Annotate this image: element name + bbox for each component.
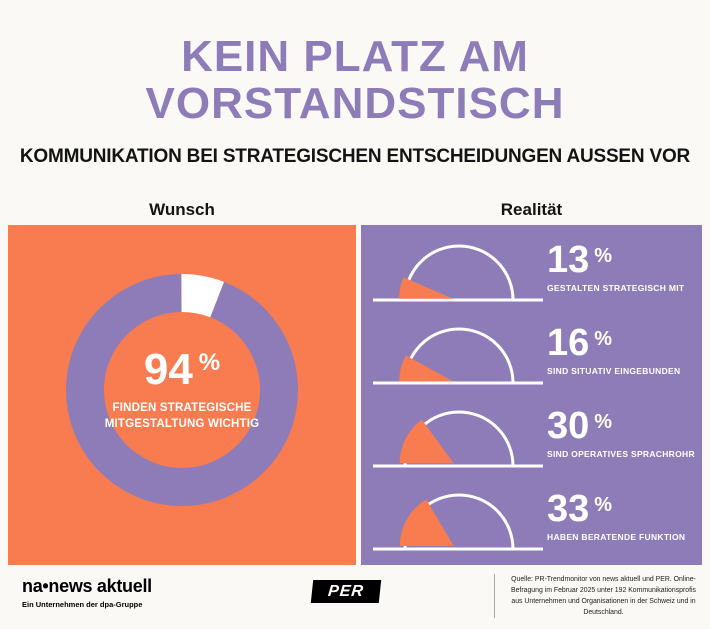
gauge-list: 13% GESTALTEN STRATEGISCH MIT 16% SIND SITU… (361, 225, 702, 565)
title-line-2: VORSTANDSTISCH (145, 78, 565, 128)
gauge-value: 30% (547, 405, 613, 447)
news-aktuell-tagline: Ein Unternehmen der dpa-Gruppe (22, 600, 143, 609)
news-aktuell-logo: na•news aktuell (22, 576, 152, 596)
title-line-1: KEIN PLATZ AM (181, 32, 529, 81)
gauge-row: 13% GESTALTEN STRATEGISCH MIT (361, 231, 702, 314)
gauge-value: 13% (547, 239, 613, 281)
gauge-chart (373, 410, 543, 468)
gauge-row: 33% HABEN BERATENDE FUNKTION (361, 480, 702, 563)
section-label-realitaet: Realität (500, 200, 563, 219)
gauge-text: 33% HABEN BERATENDE FUNKTION (547, 490, 697, 542)
per-logo: PER (310, 580, 382, 603)
gauge-value: 16% (547, 322, 613, 364)
donut-label: FINDEN STRATEGISCHE MITGESTALTUNG WICHTI… (104, 401, 260, 430)
gauge-text: 30% SIND OPERATIVES SPRACHROHR (547, 407, 697, 459)
gauge-row: 30% SIND OPERATIVES SPRACHROHR (361, 397, 702, 480)
donut-ring (66, 274, 298, 506)
gauge-label: SIND OPERATIVES SPRACHROHR (547, 449, 695, 459)
gauge-label: HABEN BERATENDE FUNKTION (547, 532, 686, 542)
page-title: KEIN PLATZ AM VORSTANDSTISCH (0, 32, 710, 128)
gauge-row: 16% SIND SITUATIV EINGEBUNDEN (361, 314, 702, 397)
realitaet-panel: 13% GESTALTEN STRATEGISCH MIT 16% SIND SITU… (361, 225, 702, 565)
gauge-chart (373, 244, 543, 302)
donut-center-text: 94% FINDEN STRATEGISCHE MITGESTALTUNG WI… (57, 265, 307, 515)
gauge-chart (373, 493, 543, 551)
wunsch-panel: 94% FINDEN STRATEGISCHE MITGESTALTUNG WI… (8, 225, 356, 565)
gauge-label: GESTALTEN STRATEGISCH MIT (547, 283, 685, 293)
donut-value-unit: % (198, 348, 221, 376)
donut-value: 94% (143, 344, 221, 394)
page-subtitle: KOMMUNIKATION BEI STRATEGISCHEN ENTSCHEI… (19, 146, 691, 167)
donut-value-number: 94 (143, 344, 193, 394)
source-note: Quelle: PR-Trendmonitor von news aktuell… (494, 574, 702, 619)
section-label-wunsch: Wunsch (149, 200, 215, 219)
gauge-label: SIND SITUATIV EINGEBUNDEN (547, 366, 681, 376)
gauge-chart (373, 327, 543, 385)
donut-chart: 94% FINDEN STRATEGISCHE MITGESTALTUNG WI… (57, 265, 307, 515)
gauge-text: 13% GESTALTEN STRATEGISCH MIT (547, 241, 697, 293)
gauge-text: 16% SIND SITUATIV EINGEBUNDEN (547, 324, 697, 376)
gauge-value: 33% (547, 488, 613, 530)
